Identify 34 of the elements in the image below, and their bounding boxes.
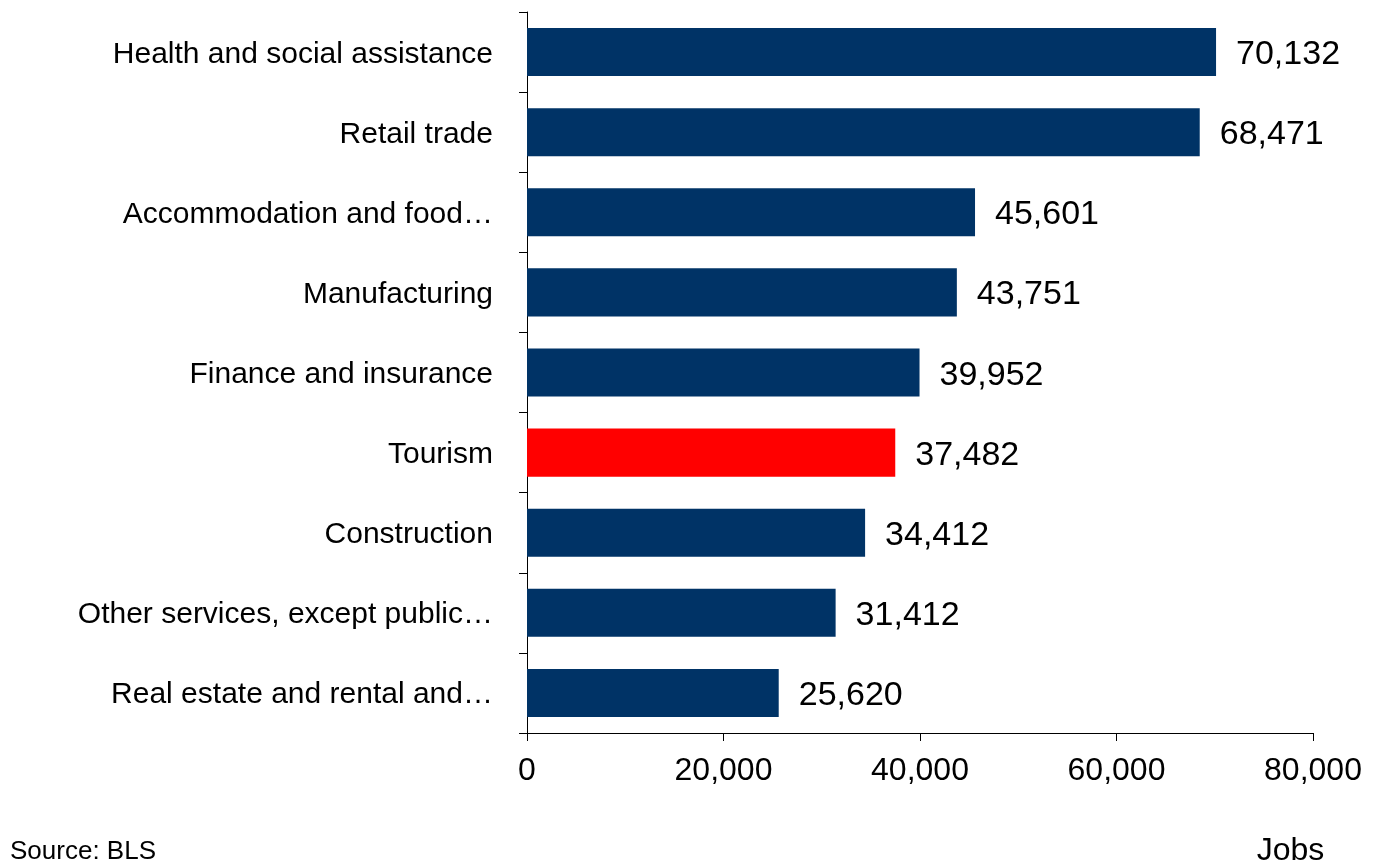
y-tick-label: Tourism (387, 436, 493, 470)
x-tick-label: 40,000 (871, 751, 969, 787)
data-label: 37,482 (915, 433, 1020, 472)
bar (527, 508, 866, 557)
bar (527, 108, 1200, 157)
y-tick-label: Construction (324, 516, 493, 550)
bar (527, 268, 957, 317)
data-label: 45,601 (995, 193, 1100, 232)
data-label: 68,471 (1219, 113, 1324, 152)
bar (527, 348, 920, 397)
x-tick-label: 20,000 (674, 751, 773, 787)
y-tick-label: Other services, except public… (77, 596, 493, 630)
bar (527, 428, 896, 477)
data-label: 31,412 (855, 593, 960, 632)
y-tick-label: Manufacturing (302, 275, 493, 309)
x-tick-label: 60,000 (1067, 751, 1166, 787)
data-label: 43,751 (976, 273, 1081, 312)
data-label: 34,412 (885, 513, 990, 552)
source-note: Source: BLS (10, 835, 156, 865)
x-tick-label: 0 (518, 751, 536, 787)
bar (527, 668, 779, 717)
data-label: 39,952 (939, 353, 1044, 392)
x-tick-label: 80,000 (1264, 751, 1362, 787)
y-tick-label: Finance and insurance (189, 356, 493, 389)
y-tick-label: Health and social assistance (112, 35, 493, 69)
y-tick-label: Real estate and rental and… (111, 676, 493, 710)
bar (527, 588, 836, 637)
bar (527, 28, 1217, 77)
x-axis-title: Jobs (1256, 831, 1325, 867)
data-label: 25,620 (798, 673, 903, 712)
y-tick-label: Retail trade (339, 115, 493, 149)
y-tick-label: Accommodation and food… (122, 195, 493, 229)
data-label: 70,132 (1236, 33, 1341, 72)
bar (527, 188, 976, 237)
